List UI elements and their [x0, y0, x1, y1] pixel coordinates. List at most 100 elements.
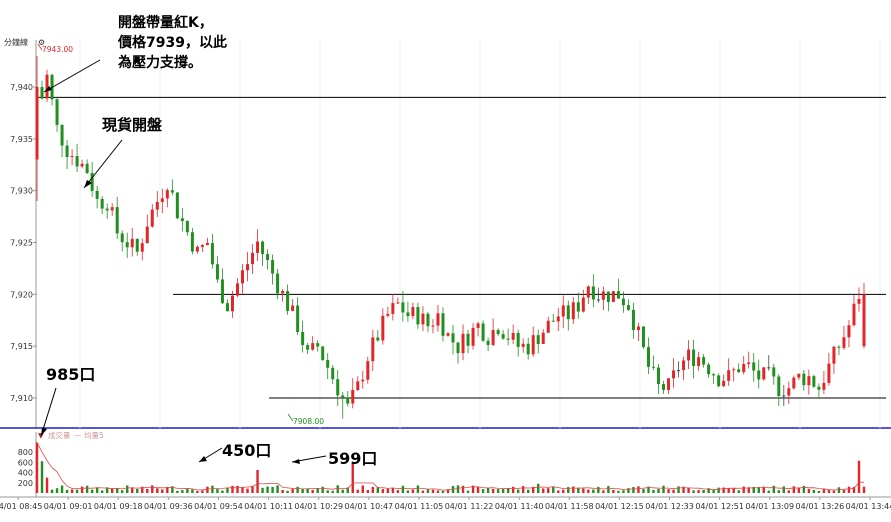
settings-icon[interactable]: ⚙: [38, 38, 45, 47]
volume-bar: [807, 488, 811, 493]
candle-body: [351, 389, 355, 404]
volume-bar: [817, 490, 821, 493]
time-tick-label: 04/01 12:51: [695, 502, 744, 511]
candle-body: [832, 346, 836, 364]
volume-bar: [852, 486, 856, 493]
candle-body: [205, 242, 209, 246]
volume-bar: [687, 487, 690, 493]
candle-body: [266, 254, 270, 261]
volume-bar: [196, 490, 199, 493]
volume-bar: [787, 490, 791, 493]
annotation-vol-985: 985口: [46, 365, 95, 384]
volume-bar: [501, 488, 505, 493]
annotation-open-red-k-3: 為壓力支撐。: [117, 54, 202, 71]
volume-bar: [296, 486, 299, 493]
annotation-vol-450: 450口: [222, 441, 271, 460]
candle-body: [411, 307, 415, 317]
volume-tick-label: 400: [18, 469, 33, 478]
candle-body: [822, 382, 826, 390]
volume-bar: [211, 485, 214, 493]
candle-body: [742, 364, 746, 373]
candle-body: [697, 357, 701, 367]
candle-body: [45, 74, 49, 99]
candle-body: [486, 340, 490, 345]
candle-body: [65, 145, 69, 158]
candle-body: [70, 156, 74, 158]
volume-bar: [742, 486, 745, 493]
volume-bar: [547, 488, 550, 493]
volume-bar: [672, 489, 675, 493]
volume-bar: [80, 486, 84, 493]
volume-bar: [421, 490, 425, 493]
volume-bar: [632, 487, 635, 493]
candle-body: [777, 376, 781, 396]
candle-body: [461, 333, 465, 354]
volume-bar: [521, 486, 525, 493]
volume-bar: [396, 490, 400, 493]
volume-bar: [171, 486, 174, 493]
candle-body: [180, 218, 184, 221]
candle-body: [240, 270, 244, 284]
volume-bar: [471, 485, 475, 493]
volume-bar: [526, 489, 530, 493]
volume-bar: [216, 488, 219, 493]
candle-body: [220, 279, 224, 304]
time-tick-label: 04/01 10:11: [244, 502, 293, 511]
candles: [35, 55, 866, 419]
volume-bar: [256, 469, 259, 493]
volume-bar: [436, 490, 440, 493]
price-grid: [79, 40, 881, 428]
candle-body: [110, 207, 114, 211]
volume-bar: [592, 489, 595, 493]
candle-body: [792, 377, 796, 389]
volume-bar: [717, 487, 720, 493]
candle-body: [426, 313, 430, 327]
volume-bar: [406, 490, 410, 493]
candle-body: [441, 313, 445, 336]
candle-body: [421, 313, 425, 325]
volume-bar: [642, 489, 645, 493]
candle-body: [100, 198, 104, 209]
candle-body: [281, 291, 285, 294]
candle-body: [55, 99, 59, 125]
candle-body: [225, 303, 229, 312]
time-tick-label: 04/01 13:26: [796, 502, 845, 511]
candle-body: [230, 295, 234, 312]
volume-bar: [832, 490, 836, 493]
volume-bar: [115, 488, 119, 493]
candle-body: [431, 325, 435, 327]
time-tick-label: 04/01 10:29: [294, 502, 343, 511]
volume-bar: [341, 489, 344, 493]
volume-bar: [35, 442, 39, 493]
candle-body: [807, 376, 811, 386]
candle-body: [737, 369, 741, 373]
candle-body: [551, 320, 555, 322]
volume-bar: [206, 486, 209, 493]
price-tick-label: 7,925: [10, 239, 33, 248]
candle-body: [130, 238, 134, 248]
candle-body: [581, 297, 585, 312]
candle-body: [301, 331, 305, 346]
candle-body: [651, 366, 655, 368]
candle-body: [817, 386, 821, 390]
candle-body: [256, 241, 260, 253]
volume-bar: [532, 486, 535, 493]
volume-bar: [276, 485, 279, 493]
volume-bar: [511, 486, 515, 493]
volume-bar: [136, 488, 139, 493]
volume-bar: [782, 486, 786, 493]
candle-body: [481, 323, 485, 341]
candle-body: [702, 357, 706, 365]
candle-body: [501, 334, 505, 339]
arrow-vol-450-head: [199, 456, 207, 462]
volume-bar: [156, 488, 159, 493]
candle-body: [170, 190, 174, 193]
high-label-leader: [37, 43, 43, 51]
candle-body: [536, 335, 540, 345]
volume-legend-volume: 成交量: [48, 430, 71, 440]
candle-body: [847, 325, 851, 338]
candle-body: [571, 302, 575, 320]
candle-body: [140, 243, 144, 252]
candle-body: [331, 367, 335, 380]
arrow-vol-985: [40, 387, 57, 437]
